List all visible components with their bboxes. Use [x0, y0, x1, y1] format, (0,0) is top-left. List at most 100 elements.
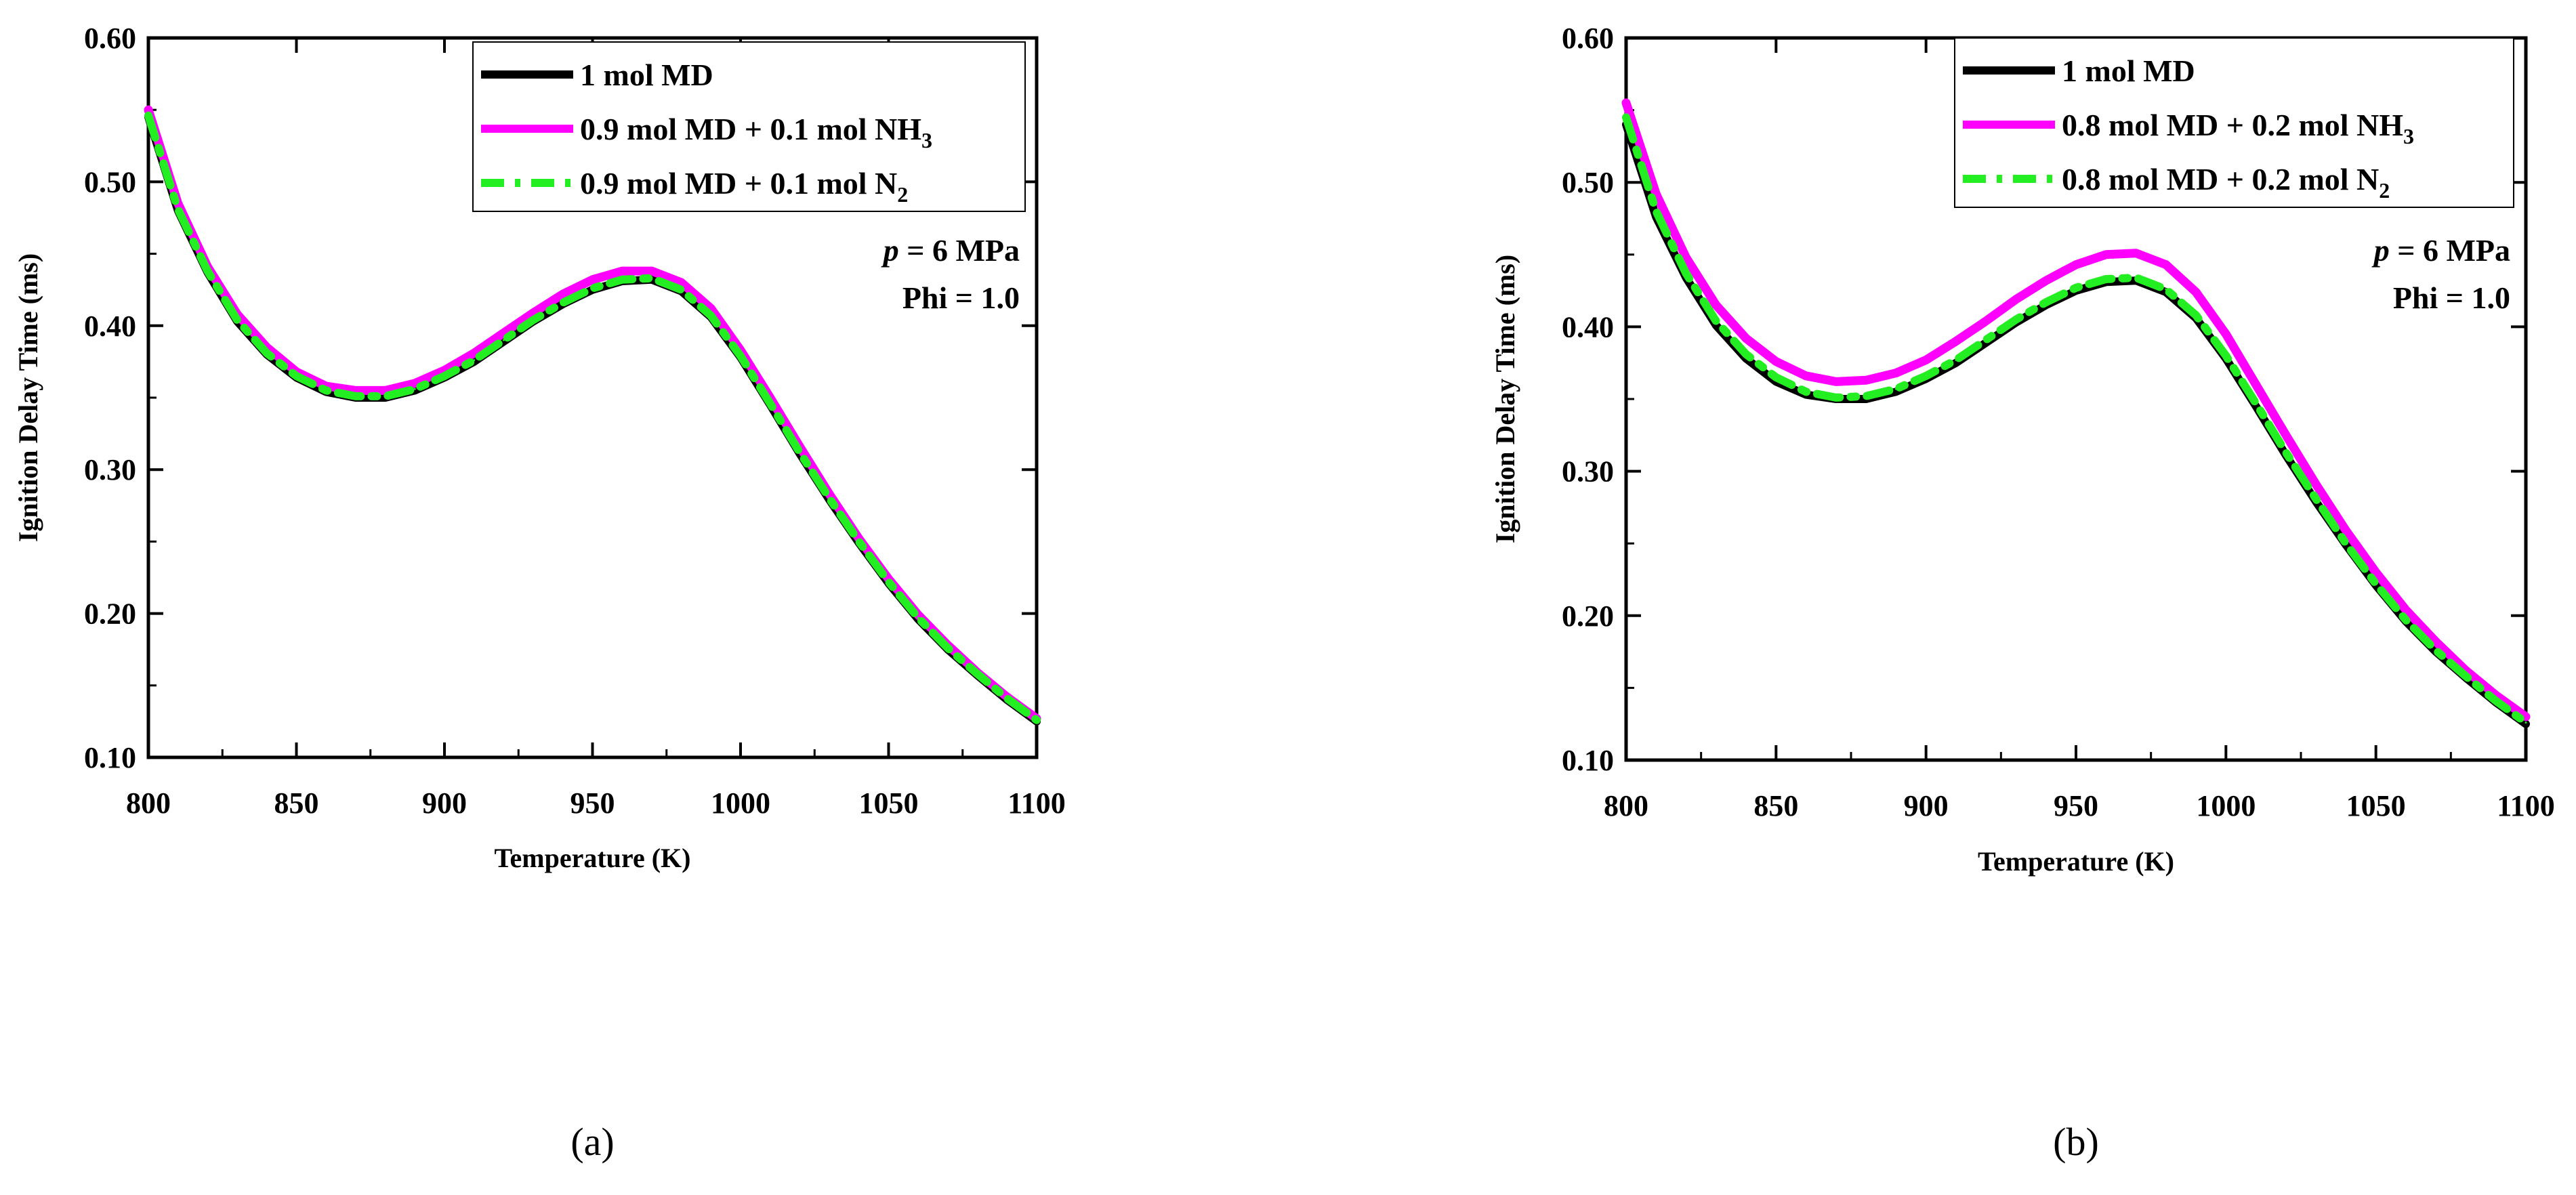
data-point	[1925, 358, 1928, 361]
data-point	[1894, 372, 1897, 375]
data-point	[1685, 256, 1688, 259]
data-point	[2135, 252, 2138, 255]
data-point	[2165, 264, 2167, 266]
data-point	[532, 318, 535, 321]
data-point	[621, 270, 623, 272]
data-point	[1655, 210, 1657, 213]
data-point	[650, 270, 653, 272]
legend-label: 1 mol MD	[2062, 54, 2195, 88]
series-3	[1622, 113, 2530, 727]
data-point	[2405, 608, 2407, 611]
data-point	[2165, 288, 2167, 291]
data-point	[2195, 314, 2197, 316]
data-point	[413, 389, 416, 392]
legend-label-main: 0.9 mol MD + 0.1 mol N	[580, 166, 897, 201]
data-point	[1865, 379, 1867, 381]
data-point	[1985, 320, 1987, 322]
x-tick-label: 900	[1904, 789, 1949, 822]
data-point	[2014, 298, 2017, 301]
data-point	[2045, 279, 2048, 282]
legend-label-subscript: 3	[921, 128, 932, 152]
pressure-symbol: p	[2371, 233, 2390, 268]
data-point	[384, 395, 387, 398]
data-point	[2495, 700, 2497, 703]
data-point	[1894, 387, 1897, 390]
data-point	[2255, 402, 2258, 404]
data-point	[325, 389, 327, 392]
series-3	[144, 111, 1041, 724]
data-point	[1035, 719, 1038, 721]
data-point	[2045, 301, 2048, 303]
data-point	[828, 497, 831, 500]
x-tick-label: 1100	[2497, 789, 2555, 822]
data-point	[443, 369, 446, 372]
data-point	[354, 395, 357, 398]
x-tick-label: 1050	[859, 787, 919, 820]
data-point	[502, 340, 505, 343]
data-point	[1655, 192, 1657, 195]
data-point	[709, 307, 712, 310]
data-point	[473, 352, 476, 354]
data-point	[413, 382, 416, 385]
legend: 1 mol MD 0.9 mol MD + 0.1 mol NH3 0.9 mol …	[472, 41, 1026, 212]
panel-label: (b)	[2053, 1120, 2099, 1164]
y-axis-title: Ignition Delay Time (ms)	[13, 253, 43, 542]
x-axis-title: Temperature (K)	[1978, 846, 2174, 877]
y-tick-label: 0.60	[84, 22, 136, 55]
data-point	[1805, 390, 1808, 393]
data-point	[266, 352, 268, 354]
data-point	[1955, 362, 1957, 364]
data-point	[2075, 287, 2077, 289]
data-point	[888, 581, 890, 583]
data-point	[1685, 272, 1688, 275]
data-point	[1865, 395, 1867, 398]
data-point	[473, 359, 476, 362]
data-point	[562, 301, 564, 304]
x-tick-label: 850	[1753, 789, 1798, 822]
data-point	[947, 647, 949, 650]
data-point	[2075, 264, 2077, 266]
data-point	[502, 331, 505, 334]
data-point	[2525, 715, 2527, 718]
data-point	[739, 354, 742, 357]
data-point	[177, 208, 180, 211]
y-tick-label: 0.30	[84, 453, 136, 486]
x-tick-label: 1000	[2196, 789, 2256, 822]
pressure-value: = 6 MPa	[2390, 233, 2510, 268]
data-point	[2375, 571, 2377, 574]
y-tick-label: 0.20	[1562, 600, 1614, 633]
chart-panel-b: 800 850 900 950 1000 1050 1100 0.10 0.20 0.30 0.40…	[1490, 22, 2555, 1164]
data-point	[2434, 640, 2437, 643]
data-point	[2375, 583, 2377, 585]
data-point	[2255, 383, 2258, 386]
data-point	[917, 616, 919, 619]
data-point	[858, 540, 860, 543]
data-point	[709, 314, 712, 317]
data-point	[2525, 723, 2527, 726]
legend-label-main: 1 mol MD	[2062, 54, 2195, 88]
legend-label-subscript: 2	[2379, 178, 2390, 203]
legend-label: 0.9 mol MD + 0.1 mol NH3	[580, 112, 932, 152]
data-point	[2224, 354, 2227, 357]
data-point	[1835, 396, 1837, 399]
data-point	[2285, 434, 2287, 436]
data-point	[1715, 320, 1718, 322]
legend-label-main: 1 mol MD	[580, 58, 713, 92]
data-point	[1894, 390, 1897, 393]
data-point	[2314, 483, 2317, 486]
x-tick-label: 950	[2054, 789, 2098, 822]
data-point	[1985, 339, 1987, 341]
data-point	[2104, 253, 2107, 256]
data-point	[2464, 675, 2467, 677]
x-tick-label: 900	[422, 787, 467, 820]
data-point	[502, 339, 505, 341]
data-point	[443, 375, 446, 377]
y-tick-label: 0.40	[1562, 310, 1614, 343]
x-tick-label: 850	[274, 787, 319, 820]
data-point	[147, 108, 150, 111]
data-point	[650, 277, 653, 280]
data-point	[413, 387, 416, 390]
x-tick-label: 1100	[1007, 787, 1066, 820]
legend-label-main: 0.8 mol MD + 0.2 mol NH	[2062, 108, 2403, 142]
